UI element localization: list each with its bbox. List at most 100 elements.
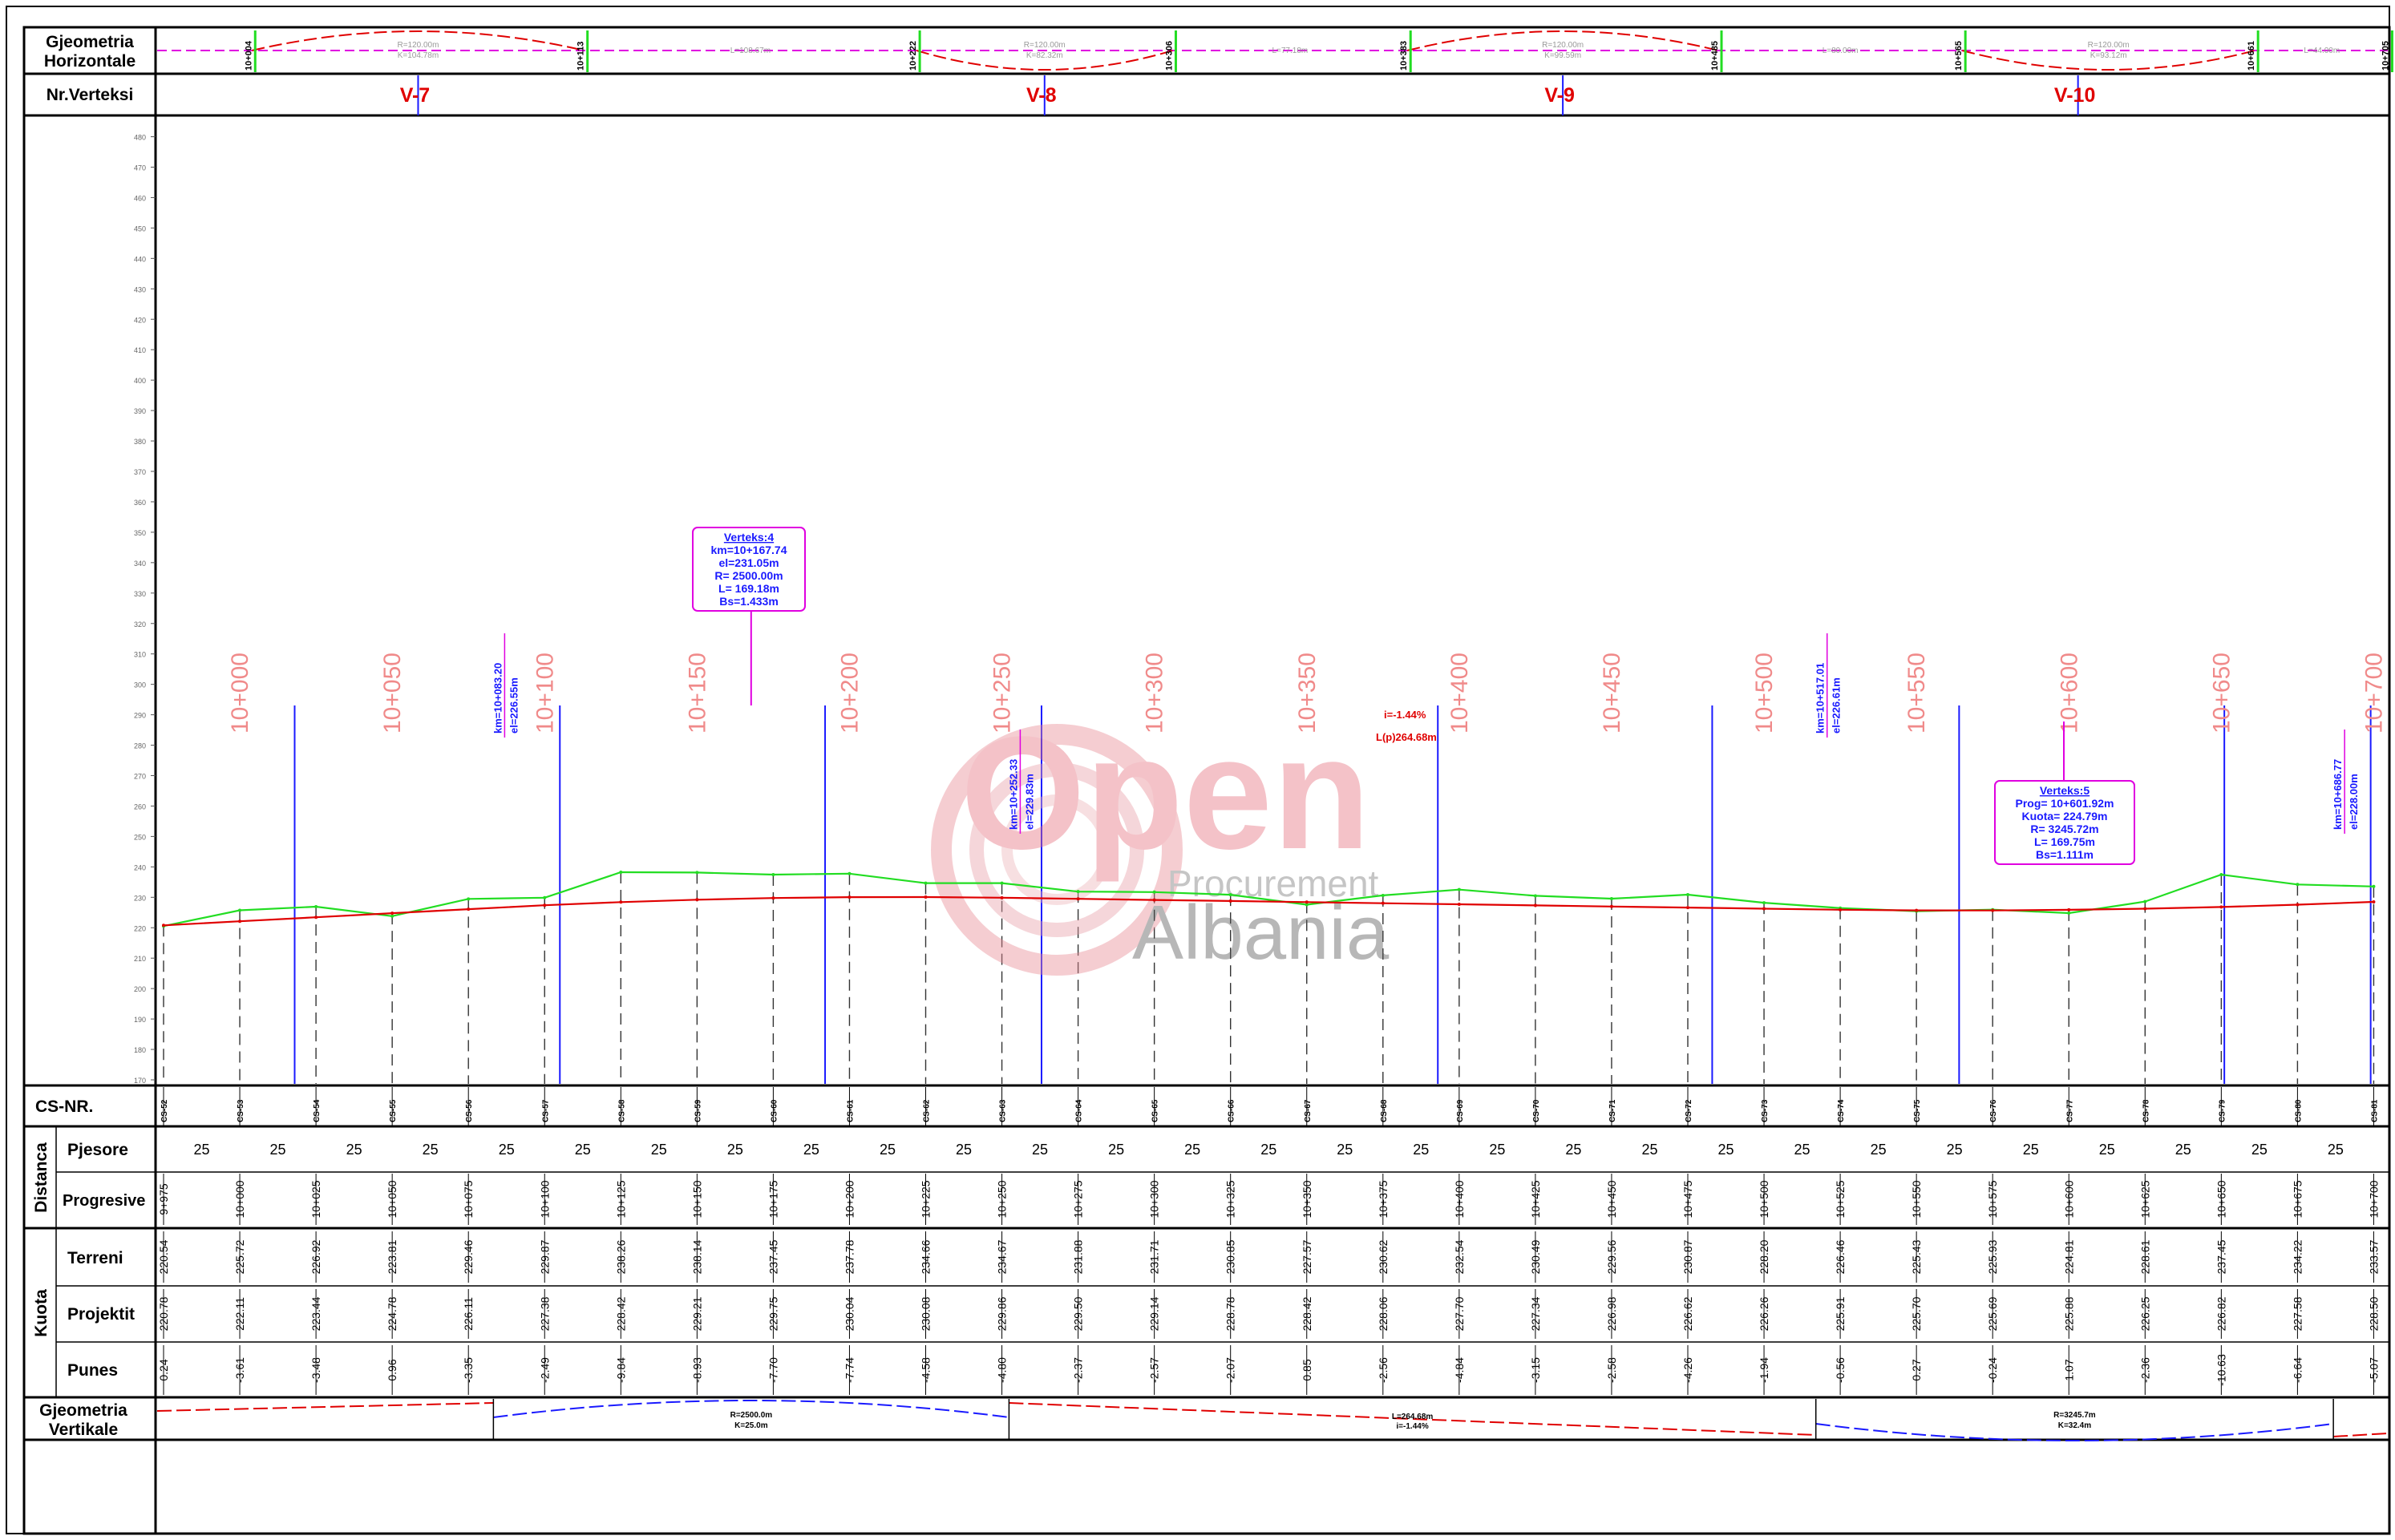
works-value: -10.63 [2215, 1354, 2227, 1386]
km-markers: 10+000 10+050 10+100 10+150 10+200 10+250 10+3… [227, 653, 2387, 734]
partial-distance-value: 25 [2251, 1142, 2268, 1158]
design-value: 229.14 [1148, 1296, 1161, 1331]
terrain-point [1686, 892, 1689, 896]
design-point [467, 907, 471, 911]
design-point [1915, 908, 1919, 912]
elevation-axis: 170 180 190 200 210 220 230 240 250 260 270 280 290 3… [134, 134, 156, 1085]
progressive-value: 10+125 [614, 1180, 627, 1218]
progressive-value: 10+275 [1072, 1180, 1085, 1218]
label-horizontal-geometry-1: Gjeometria [46, 33, 134, 51]
vertex-label: V-9 [1544, 84, 1575, 107]
vertex-4-km: km=10+167.74 [711, 544, 787, 556]
terrain-value: 226.92 [309, 1239, 322, 1274]
tangent-point-elevation: el=229.83m [1023, 774, 1035, 830]
vertex-4-radius: R= 2500.00m [714, 569, 783, 582]
terrain-point [924, 881, 928, 885]
elevation-tick-label: 300 [134, 681, 146, 689]
design-point [2296, 903, 2300, 907]
terrain-value: 233.57 [2367, 1239, 2380, 1274]
horizontal-tangent-point-label: 10+705 [2381, 41, 2390, 71]
terrain-value: 225.93 [1986, 1239, 1999, 1274]
elevation-tick-label: 470 [134, 164, 146, 172]
terrain-value: 231.71 [1148, 1239, 1161, 1274]
design-value: 226.11 [462, 1297, 475, 1331]
cross-section-id: CS-62 [923, 1099, 932, 1122]
design-value: 229.50 [1072, 1296, 1085, 1331]
cross-section-id: CS-74 [1837, 1099, 1846, 1122]
tangent-length-label: L=80.00m [1823, 46, 1859, 55]
horizontal-curve [252, 30, 585, 51]
km-marker-label: 10+400 [1446, 653, 1473, 734]
cross-section-id: CS-67 [1304, 1099, 1313, 1122]
design-point [1839, 907, 1843, 911]
partial-distance-value: 25 [651, 1142, 667, 1158]
partial-distance-value: 25 [1489, 1142, 1505, 1158]
km-marker-label: 10+450 [1599, 653, 1625, 734]
vertex-5-length: L= 169.75m [2034, 835, 2095, 848]
partial-distance-value: 25 [1565, 1142, 1581, 1158]
design-value: 226.25 [2138, 1296, 2151, 1331]
works-value: -7.70 [767, 1357, 779, 1383]
progressive-value: 10+250 [996, 1180, 1009, 1218]
design-value: 227.38 [538, 1296, 551, 1331]
terrain-point [619, 870, 623, 874]
works-value: -3.15 [1529, 1357, 1542, 1383]
km-marker-label: 10+250 [989, 653, 1016, 734]
label-design: Projektit [67, 1305, 135, 1324]
watermark-ring-middle [969, 762, 1144, 937]
design-point [1381, 901, 1385, 905]
progressive-value: 10+075 [462, 1180, 475, 1218]
design-point [619, 900, 623, 904]
tangent-length-label: L=77.18m [1272, 46, 1308, 55]
vertex-5-bs: Bs=1.111m [2036, 848, 2094, 861]
cross-section-id: CS-81 [2370, 1099, 2379, 1122]
label-vertical-geometry-2: Vertikale [49, 1421, 118, 1439]
watermark-open: Open [961, 704, 1370, 883]
cross-section-id: CS-57 [541, 1099, 550, 1122]
elevation-tick-label: 340 [134, 560, 146, 568]
design-value: 226.98 [1605, 1296, 1618, 1331]
elevation-tick-label: 370 [134, 468, 146, 476]
watermark-albania: Albania [1132, 890, 1390, 976]
terrain-value: 230.49 [1529, 1239, 1542, 1274]
label-vertical-geometry-1: Gjeometria [39, 1401, 127, 1420]
works-value: -0.24 [1986, 1357, 1999, 1383]
terrain-point [2296, 883, 2300, 887]
vertex-label: V-7 [400, 84, 431, 107]
design-value: 229.75 [767, 1296, 779, 1331]
design-value: 222.11 [233, 1297, 246, 1331]
drawing-frame [22, 26, 2391, 1535]
elevation-tick-label: 410 [134, 346, 146, 354]
vertex-4-title: Verteks:4 [724, 531, 774, 544]
cross-section-id: CS-61 [846, 1099, 855, 1122]
design-value: 228.06 [1377, 1296, 1390, 1331]
elevation-tick-label: 180 [134, 1046, 146, 1054]
partial-distance-value: 25 [194, 1142, 210, 1158]
terrain-point [771, 873, 775, 877]
cross-section-id: CS-55 [389, 1099, 398, 1122]
horizontal-tangent-point-label: 10+113 [576, 42, 586, 71]
progressive-value: 10+175 [767, 1180, 779, 1218]
cross-section-id: CS-69 [1456, 1099, 1465, 1122]
terrain-point [1305, 903, 1309, 907]
crest-length-label: K=25.0m [734, 1421, 768, 1430]
terrain-value: 226.46 [1834, 1239, 1847, 1274]
design-point [1305, 900, 1309, 904]
tangent-length-label: L=108.67m [730, 46, 771, 55]
partial-distance-value: 25 [423, 1142, 439, 1158]
elevation-tick-label: 330 [134, 590, 146, 598]
works-value: -3.61 [233, 1357, 246, 1383]
elevation-tick-label: 170 [134, 1077, 146, 1085]
terrain-value: 238.26 [614, 1239, 627, 1274]
terrain-value: 237.45 [2215, 1239, 2227, 1274]
works-value: 0.24 [157, 1359, 170, 1380]
elevation-tick-label: 380 [134, 438, 146, 446]
design-point [771, 896, 775, 900]
progressive-value: 10+425 [1529, 1180, 1542, 1218]
horizontal-curve [916, 50, 1173, 71]
progressive-value: 10+400 [1453, 1180, 1466, 1218]
partial-distance-value: 25 [270, 1142, 286, 1158]
terrain-point [2219, 873, 2223, 877]
design-value: 225.70 [1910, 1296, 1923, 1331]
